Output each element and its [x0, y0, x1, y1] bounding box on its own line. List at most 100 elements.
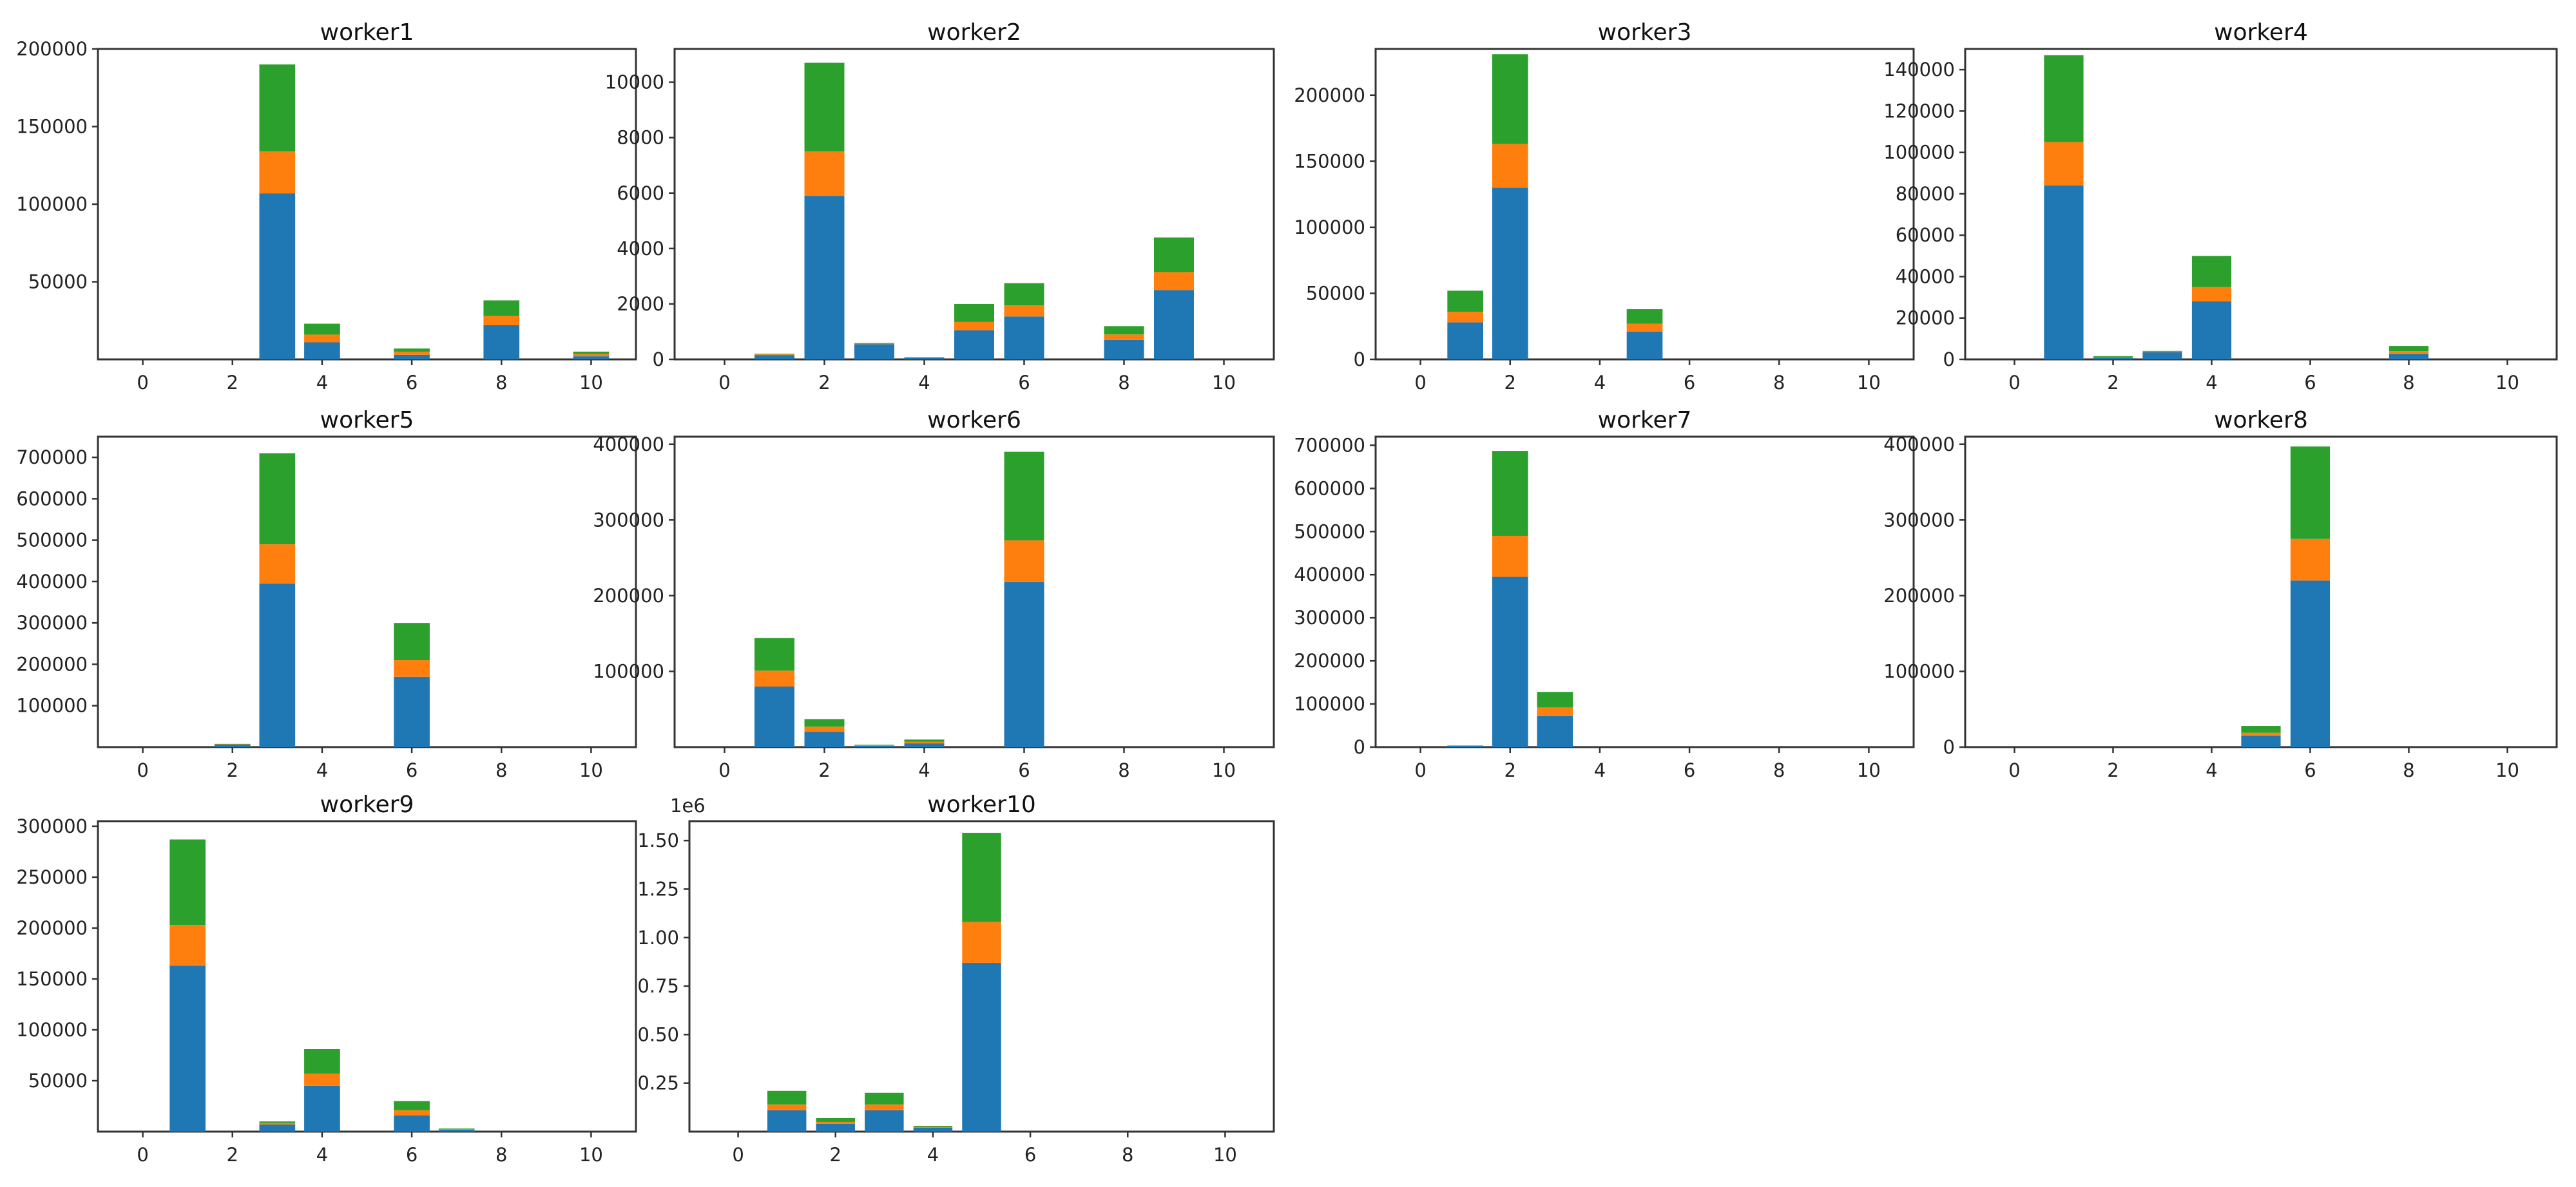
y-tick-label: 150000 [1294, 150, 1365, 172]
bar-segment-2-x1 [755, 354, 794, 356]
bar-segment-3-x6 [394, 623, 430, 661]
x-tick-label: 0 [137, 759, 148, 781]
subplot-worker5: worker5 0 2 4 6 8 10 100000 200000 300000 400000 50… [16, 407, 637, 781]
x-tick-label: 10 [579, 759, 603, 781]
y-tick-label: 300000 [16, 815, 88, 837]
bar-segment-3-x1 [755, 638, 794, 671]
bar-segment-2-x6 [394, 660, 430, 677]
bar-segment-3-x3 [1537, 692, 1573, 708]
y-tick-label: 0 [1354, 348, 1365, 370]
bar-segment-2-x9 [1154, 272, 1194, 290]
y-tick-label: 120000 [1883, 100, 1955, 122]
y-tick-label: 0.75 [637, 975, 679, 997]
y-tick-label: 400000 [16, 571, 88, 593]
x-tick-label: 10 [2495, 372, 2519, 394]
x-tick-label: 10 [579, 1144, 603, 1166]
subplot-worker9: worker9 0 2 4 6 8 10 50000 100000 150000 200000 250… [16, 792, 637, 1166]
x-tick-label: 8 [1118, 372, 1129, 394]
y-tick-label: 0 [1943, 736, 1955, 758]
bar-segment-3-x6 [2290, 446, 2331, 539]
x-tick-label: 6 [1018, 759, 1030, 781]
y-tick-label: 400000 [593, 433, 664, 455]
bar-segment-1-x4 [904, 357, 945, 359]
y-tick-label: 200000 [593, 585, 664, 607]
bar-segment-1-x1 [2044, 185, 2084, 359]
chart-title: worker1 [320, 19, 414, 46]
y-tick-label: 140000 [1883, 59, 1955, 81]
bar-segment-2-x4 [304, 1073, 340, 1086]
x-tick-label: 0 [137, 1144, 148, 1166]
bar-segment-2-x8 [2389, 351, 2429, 354]
y-tick-label: 700000 [1294, 434, 1365, 456]
bar-segment-2-x4 [913, 1126, 953, 1128]
x-tick-label: 0 [2008, 759, 2020, 781]
bar-segment-1-x3 [2142, 352, 2182, 359]
bar-segment-3-x4 [304, 323, 340, 335]
y-tick-label: 100000 [16, 695, 88, 717]
bar-segment-2-x4 [2191, 287, 2232, 302]
y-tick-label: 200000 [1294, 650, 1365, 672]
bar-segment-3-x7 [438, 1128, 475, 1130]
y-tick-label: 100000 [1883, 142, 1955, 164]
y-tick-label: 0 [1354, 736, 1365, 758]
x-tick-label: 4 [316, 372, 328, 394]
bar-segment-2-x3 [259, 1123, 296, 1125]
bar-segment-2-x4 [904, 741, 945, 744]
bar-segment-3-x8 [2389, 346, 2429, 352]
x-tick-label: 10 [1857, 372, 1881, 394]
x-tick-label: 2 [227, 372, 238, 394]
y-tick-label: 200000 [16, 653, 88, 675]
bar-segment-1-x9 [1154, 290, 1194, 359]
bar-segment-2-x1 [1447, 312, 1483, 323]
bar-segment-3-x4 [904, 739, 945, 742]
x-tick-label: 0 [718, 372, 730, 394]
bar-segment-2-x4 [304, 334, 340, 343]
bar-segment-1-x6 [2290, 580, 2331, 747]
bar-segment-1-x8 [2389, 354, 2429, 359]
x-tick-label: 4 [316, 1144, 328, 1166]
y-tick-label: 400000 [1883, 433, 1955, 455]
x-tick-label: 2 [830, 1144, 841, 1166]
x-tick-label: 8 [495, 1144, 507, 1166]
bar-segment-3-x3 [259, 453, 296, 545]
bar-segment-1-x1 [1447, 745, 1483, 747]
x-tick-label: 2 [818, 759, 830, 781]
bar-segment-1-x1 [767, 1110, 807, 1132]
bar-segment-3-x8 [1104, 326, 1144, 335]
bar-segment-3-x6 [394, 1101, 430, 1110]
bar-segment-1-x10 [573, 356, 610, 359]
bar-segment-2-x8 [483, 316, 520, 325]
bar-segment-1-x2 [804, 196, 845, 359]
axis-offset-label: 1e6 [670, 795, 706, 817]
bar-segment-1-x3 [259, 193, 296, 359]
bar-segment-2-x2 [1492, 144, 1528, 188]
y-tick-label: 0.25 [637, 1072, 679, 1094]
bar-segment-3-x4 [304, 1049, 340, 1074]
bar-segment-2-x3 [259, 544, 296, 584]
y-tick-label: 200000 [16, 917, 88, 939]
y-tick-label: 60000 [1896, 224, 1955, 246]
x-tick-label: 6 [406, 759, 418, 781]
x-tick-label: 2 [227, 1144, 238, 1166]
bar-segment-3-x6 [394, 348, 430, 352]
y-tick-label: 300000 [593, 509, 664, 531]
x-tick-label: 6 [1684, 372, 1695, 394]
x-tick-label: 2 [2107, 372, 2119, 394]
bar-segment-2-x6 [394, 351, 430, 355]
bar-segment-2-x2 [804, 151, 845, 196]
x-tick-label: 2 [818, 372, 830, 394]
x-tick-label: 8 [1122, 1144, 1133, 1166]
bar-segment-1-x1 [1447, 322, 1483, 359]
x-tick-label: 8 [495, 372, 507, 394]
subplot-worker3: worker3 0 2 4 6 8 10 0 50000 100000 150000 200000 [1294, 19, 1915, 394]
y-tick-label: 50000 [1306, 282, 1365, 304]
subplot-worker4: worker4 0 2 4 6 8 10 0 20000 40000 60000 80000 10000… [1883, 19, 2558, 394]
bar-segment-2-x3 [865, 1104, 904, 1110]
bar-segment-3-x2 [214, 743, 251, 745]
x-tick-label: 10 [1212, 372, 1236, 394]
y-tick-label: 600000 [1294, 477, 1365, 499]
bar-segment-2-x10 [573, 354, 610, 357]
bar-segment-2-x2 [804, 726, 845, 732]
bar-segment-1-x4 [2191, 301, 2232, 359]
